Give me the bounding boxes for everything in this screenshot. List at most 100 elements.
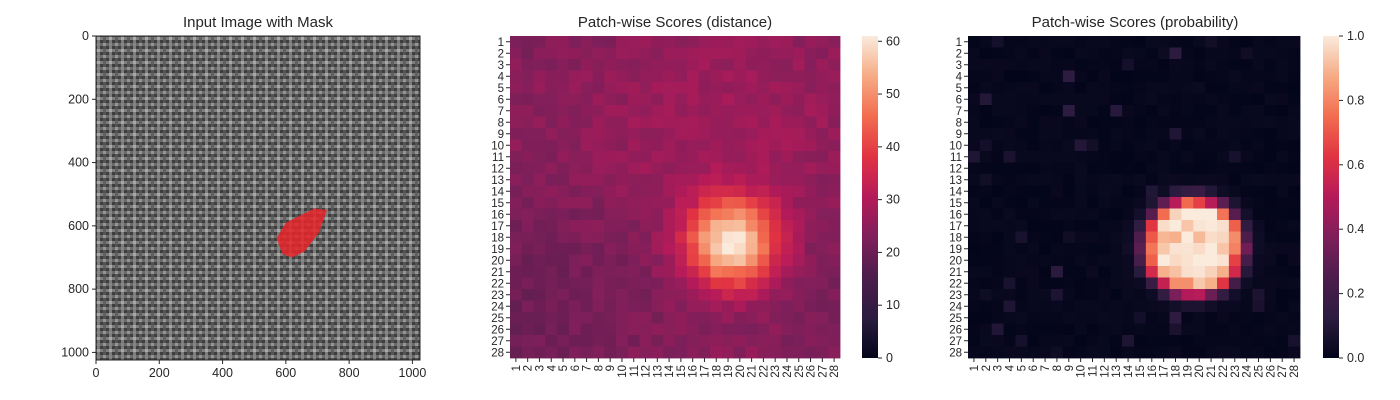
heatmap-cell: [1027, 335, 1040, 347]
heatmap-cell: [757, 243, 770, 255]
heatmap-cell: [1098, 59, 1111, 71]
row-tick-label: 28: [949, 347, 962, 359]
heatmap-cell: [651, 82, 664, 94]
heatmap-cell: [816, 323, 829, 336]
heatmap-cell: [1240, 47, 1253, 60]
heatmap-cell: [1181, 70, 1194, 83]
heatmap-cell: [1264, 59, 1277, 71]
heatmap-cell: [1098, 128, 1111, 140]
heatmap-cell: [968, 162, 981, 175]
heatmap-cell: [651, 36, 664, 48]
heatmap-cell: [991, 289, 1004, 301]
heatmap-cell: [604, 335, 617, 347]
heatmap-cell: [1122, 231, 1135, 244]
heatmap-cell: [1145, 243, 1159, 255]
heatmap-cell: [1039, 70, 1052, 83]
heatmap-cell: [1015, 174, 1028, 186]
heatmap-cell: [979, 162, 993, 175]
heatmap-cell: [686, 300, 699, 313]
heatmap-cell: [968, 300, 981, 313]
heatmap-cell: [1122, 116, 1135, 129]
heatmap-cell: [545, 93, 558, 106]
heatmap-cell: [510, 197, 523, 209]
heatmap-cell: [592, 139, 605, 152]
heatmap-cell: [1074, 277, 1087, 290]
heatmap-cell: [1062, 266, 1076, 278]
heatmap-cell: [1039, 346, 1052, 359]
colorbar-tick-label: 0.2: [1347, 287, 1364, 301]
heatmap-cell: [1003, 36, 1016, 48]
heatmap-cell: [521, 47, 534, 60]
heatmap-cell: [1145, 289, 1159, 301]
heatmap-cell: [545, 323, 558, 336]
fabric-texture: [96, 36, 420, 360]
heatmap-cell: [663, 128, 676, 140]
heatmap-cell: [604, 82, 617, 94]
heatmap-cell: [757, 116, 770, 129]
heatmap-cell: [698, 197, 711, 209]
heatmap-cell: [1134, 162, 1147, 175]
heatmap-cell: [792, 70, 806, 83]
heatmap-cell: [991, 36, 1004, 48]
heatmap-cell: [592, 323, 605, 336]
heatmap-cell: [1228, 277, 1242, 290]
heatmap-cell: [968, 197, 981, 209]
heatmap-cell: [604, 300, 617, 313]
heatmap-cell: [1157, 197, 1170, 209]
heatmap-cell: [1086, 277, 1099, 290]
heatmap-cell: [1027, 70, 1040, 83]
heatmap-cell: [1027, 185, 1040, 198]
heatmap-cell: [1134, 289, 1147, 301]
heatmap-cell: [604, 277, 617, 290]
heatmap-cell: [1145, 254, 1159, 267]
heatmap-cell: [757, 266, 770, 278]
heatmap-cell: [968, 93, 981, 106]
heatmap-cell: [1003, 82, 1016, 94]
heatmap-cell: [1228, 93, 1242, 106]
heatmap-cell: [1122, 323, 1135, 336]
heatmap-cell: [1181, 243, 1194, 255]
heatmap-cell: [651, 47, 664, 60]
col-tick-label: 13: [1111, 365, 1123, 378]
heatmap-cell: [686, 243, 699, 255]
heatmap-cell: [686, 185, 699, 198]
heatmap-cell: [792, 139, 806, 152]
col-tick-label: 4: [1005, 364, 1017, 371]
heatmap-cell: [1086, 300, 1099, 313]
y-tick-label: 400: [68, 156, 89, 170]
colorbar-tick-label: 1.0: [1347, 29, 1364, 43]
heatmap-cell: [1205, 335, 1218, 347]
heatmap-cell: [1039, 36, 1052, 48]
heatmap-cell: [1039, 254, 1052, 267]
heatmap-cell: [769, 128, 782, 140]
heatmap-cell: [1074, 220, 1087, 232]
heatmap-cell: [1062, 289, 1076, 301]
heatmap-cell: [1027, 197, 1040, 209]
col-tick-label: 6: [570, 365, 582, 371]
heatmap-cell: [639, 70, 652, 83]
heatmap-cell: [675, 312, 688, 324]
heatmap-cell: [651, 208, 664, 221]
panel-probability-heatmap: Patch-wise Scores (probability) 12345678…: [949, 14, 1364, 378]
heatmap-cell: [651, 346, 664, 359]
heatmap-cell: [568, 243, 582, 255]
heatmap-cell: [675, 300, 688, 313]
heatmap-cell: [1228, 208, 1242, 221]
heatmap-cell: [745, 312, 758, 324]
heatmap-cell: [592, 93, 605, 106]
heatmap-cell: [1110, 231, 1123, 244]
heatmap-cell: [616, 174, 629, 186]
heatmap-cell: [604, 128, 617, 140]
heatmap-cell: [968, 243, 981, 255]
heatmap-cell: [604, 93, 617, 106]
heatmap-cell: [733, 346, 747, 359]
heatmap-cell: [1181, 105, 1194, 117]
heatmap-cell: [1157, 266, 1170, 278]
heatmap-cell: [1062, 346, 1076, 359]
heatmap-cell: [568, 300, 582, 313]
heatmap-cell: [557, 254, 570, 267]
heatmap-cell: [1240, 139, 1253, 152]
heatmap-cell: [1217, 289, 1230, 301]
heatmap-cell: [710, 116, 723, 129]
heatmap-cell: [557, 139, 570, 152]
